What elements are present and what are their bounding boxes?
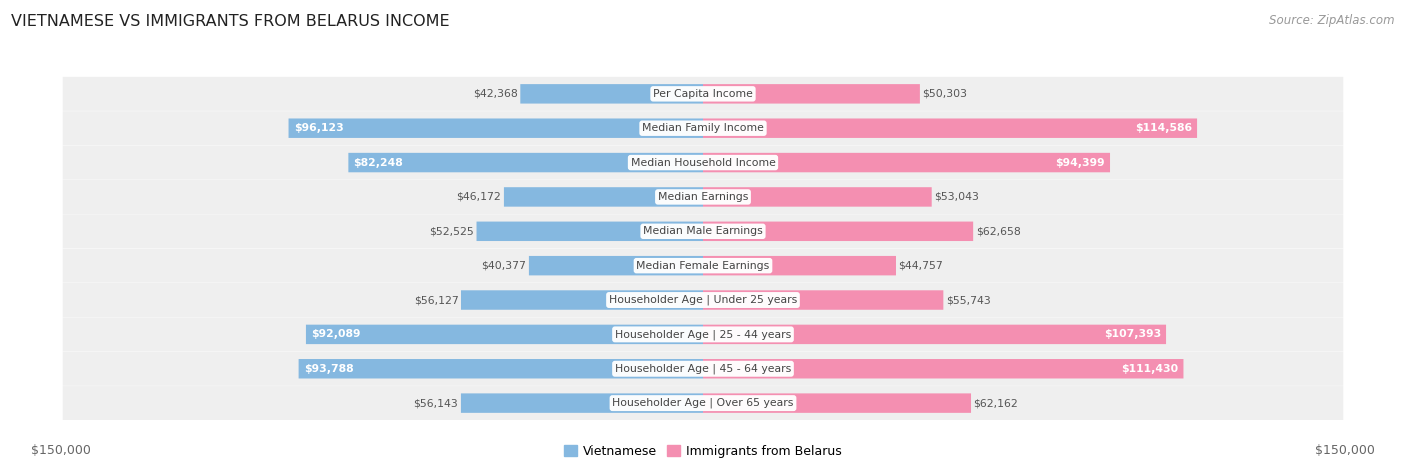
FancyBboxPatch shape [703,119,1197,138]
FancyBboxPatch shape [503,187,703,207]
Text: $62,658: $62,658 [976,226,1021,236]
FancyBboxPatch shape [63,77,1343,111]
FancyBboxPatch shape [63,146,1343,180]
FancyBboxPatch shape [307,325,703,344]
Text: Per Capita Income: Per Capita Income [652,89,754,99]
FancyBboxPatch shape [703,221,973,241]
Text: $93,788: $93,788 [304,364,353,374]
Text: Householder Age | Over 65 years: Householder Age | Over 65 years [612,398,794,408]
Text: Median Family Income: Median Family Income [643,123,763,133]
FancyBboxPatch shape [63,352,1343,386]
Text: $92,089: $92,089 [311,329,360,340]
Text: $44,757: $44,757 [898,261,943,271]
Text: $150,000: $150,000 [1315,444,1375,457]
Text: Median Earnings: Median Earnings [658,192,748,202]
Text: $150,000: $150,000 [31,444,91,457]
Text: $40,377: $40,377 [481,261,526,271]
FancyBboxPatch shape [63,214,1343,248]
FancyBboxPatch shape [703,359,1184,378]
FancyBboxPatch shape [461,393,703,413]
FancyBboxPatch shape [703,153,1109,172]
FancyBboxPatch shape [63,111,1343,145]
FancyBboxPatch shape [477,221,703,241]
Text: $62,162: $62,162 [973,398,1018,408]
Text: Median Household Income: Median Household Income [630,157,776,168]
FancyBboxPatch shape [63,283,1343,317]
FancyBboxPatch shape [703,325,1166,344]
Text: Median Female Earnings: Median Female Earnings [637,261,769,271]
FancyBboxPatch shape [288,119,703,138]
FancyBboxPatch shape [63,386,1343,420]
Text: Median Male Earnings: Median Male Earnings [643,226,763,236]
FancyBboxPatch shape [703,393,972,413]
Text: $94,399: $94,399 [1056,157,1105,168]
FancyBboxPatch shape [461,290,703,310]
Text: $42,368: $42,368 [472,89,517,99]
Text: Householder Age | 45 - 64 years: Householder Age | 45 - 64 years [614,363,792,374]
FancyBboxPatch shape [63,318,1343,351]
Text: $111,430: $111,430 [1121,364,1178,374]
Text: $53,043: $53,043 [935,192,979,202]
Legend: Vietnamese, Immigrants from Belarus: Vietnamese, Immigrants from Belarus [564,445,842,458]
Text: $82,248: $82,248 [353,157,404,168]
Text: $56,127: $56,127 [413,295,458,305]
FancyBboxPatch shape [63,248,1343,283]
FancyBboxPatch shape [703,256,896,276]
Text: $55,743: $55,743 [946,295,991,305]
Text: $114,586: $114,586 [1135,123,1192,133]
Text: $56,143: $56,143 [413,398,458,408]
FancyBboxPatch shape [63,180,1343,214]
FancyBboxPatch shape [703,84,920,104]
Text: $107,393: $107,393 [1104,329,1161,340]
Text: Source: ZipAtlas.com: Source: ZipAtlas.com [1270,14,1395,27]
Text: Householder Age | Under 25 years: Householder Age | Under 25 years [609,295,797,305]
Text: $46,172: $46,172 [457,192,502,202]
Text: $96,123: $96,123 [294,123,343,133]
FancyBboxPatch shape [703,187,932,207]
Text: VIETNAMESE VS IMMIGRANTS FROM BELARUS INCOME: VIETNAMESE VS IMMIGRANTS FROM BELARUS IN… [11,14,450,29]
FancyBboxPatch shape [703,290,943,310]
Text: $52,525: $52,525 [429,226,474,236]
FancyBboxPatch shape [298,359,703,378]
FancyBboxPatch shape [349,153,703,172]
FancyBboxPatch shape [529,256,703,276]
Text: Householder Age | 25 - 44 years: Householder Age | 25 - 44 years [614,329,792,340]
Text: $50,303: $50,303 [922,89,967,99]
FancyBboxPatch shape [520,84,703,104]
